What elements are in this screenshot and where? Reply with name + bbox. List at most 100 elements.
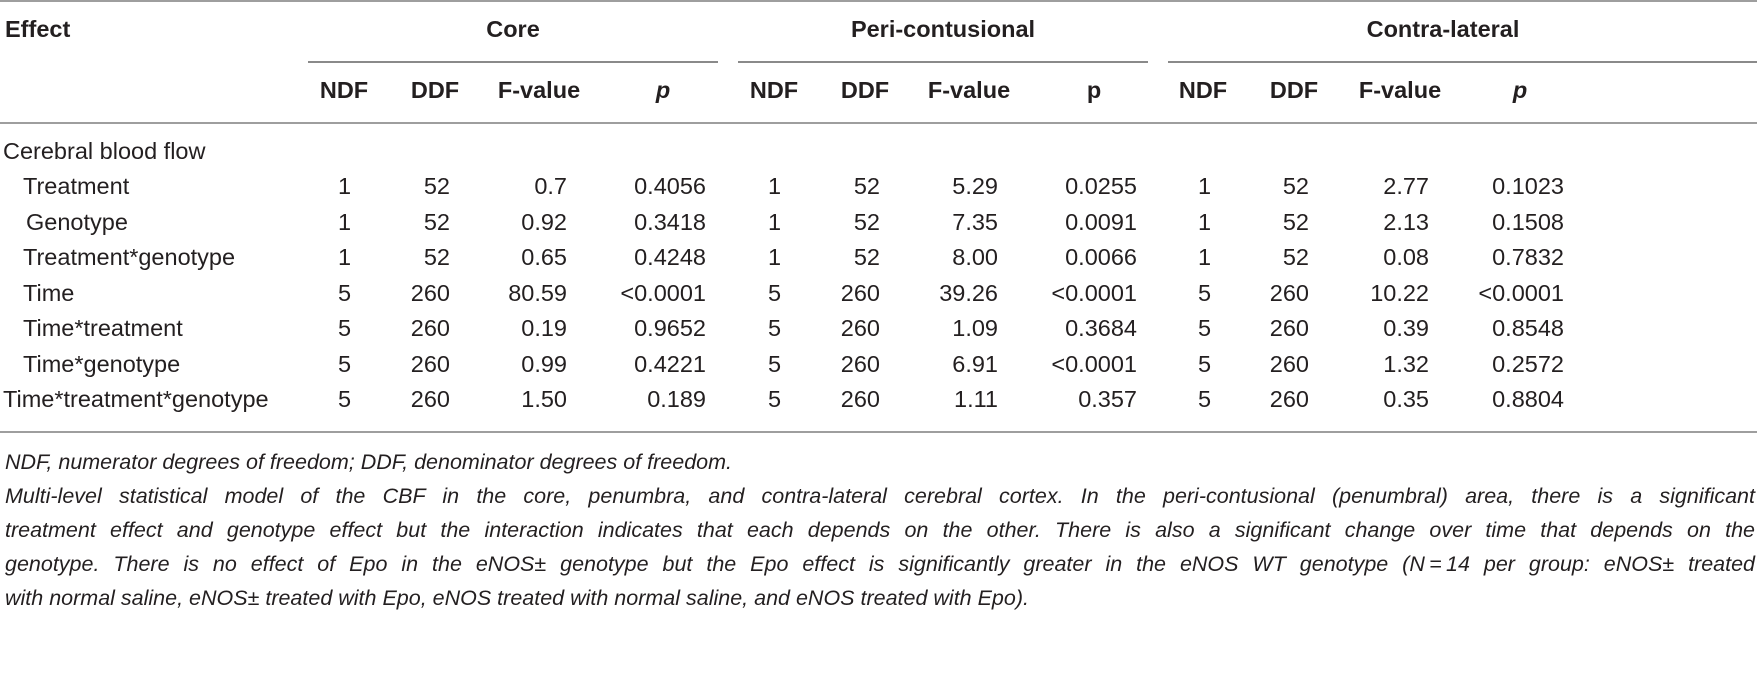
table-cell: 1 [1198,173,1212,199]
table-cell: 0.1508 [1492,208,1564,235]
header-bottom-rule [0,122,1757,124]
table-cell: <0.0001 [1478,279,1564,306]
table-cell: 0.4221 [634,350,706,377]
table-cell: 0.65 [521,244,567,270]
table-cell: 52 [423,173,450,199]
table-cell: 0.0255 [1065,173,1137,199]
table-bottom-rule [0,431,1757,433]
subheader-contra-ndf: NDF [1178,77,1228,103]
table-cell: 52 [1282,208,1309,235]
table-cell: 0.357 [1078,386,1137,412]
subheader-core-ddf: DDF [410,77,460,103]
table-cell: 8.00 [952,244,998,270]
footnote-line-4: with normal saline, eNOS± treated with E… [5,586,1029,610]
table-cell: 260 [1269,279,1309,306]
table-cell: 0.39 [1383,315,1429,341]
table-cell: 5 [338,279,352,306]
subheader-contra-p: p [1512,77,1528,103]
table-cell: 0.92 [521,208,567,235]
row-effect-label: Time*genotype [23,350,181,377]
table-cell: 0.7832 [1492,244,1564,270]
subheader-peri-ndf: NDF [749,77,799,103]
table-cell: 5 [338,315,352,341]
subheader-peri-p: p [1086,77,1102,103]
table-cell: 52 [1282,173,1309,199]
table-cell: 0.35 [1383,386,1429,412]
table-cell: 5 [338,350,352,377]
table-cell: 0.189 [647,386,706,412]
table-cell: <0.0001 [1051,350,1137,377]
table-cell: 0.4056 [634,173,706,199]
table-cell: 260 [1269,350,1309,377]
table-cell: 1 [768,208,782,235]
table-cell: 1 [768,244,782,270]
table-cell: 1 [1198,244,1212,270]
table-cell: 260 [410,350,450,377]
table-cell: 1.32 [1383,350,1429,377]
table-cell: 260 [840,386,880,412]
table-cell: 0.8548 [1492,315,1564,341]
table-cell: 0.4248 [634,244,706,270]
row-effect-label: Time [23,279,75,306]
row-effect-label: Time*treatment*genotype [3,386,269,412]
table-cell: 0.3684 [1065,315,1137,341]
table-cell: 0.3418 [634,208,706,235]
footnote-line-2: treatment effect and genotype effect but… [5,518,1755,542]
table-cell: 1.11 [954,386,998,412]
table-cell: 260 [840,315,880,341]
group-header-contra: Contra-lateral [1366,16,1520,42]
group-header-core: Core [486,16,540,42]
table-cell: 52 [423,244,450,270]
core-group-rule [308,61,718,63]
table-cell: 1 [768,173,782,199]
table-cell: 260 [840,279,880,306]
table-cell: 1 [338,244,352,270]
table-cell: 5 [768,350,782,377]
subheader-peri-fvalue: F-value [927,77,1011,103]
table-cell: 260 [1269,386,1309,412]
section-label: Cerebral blood flow [3,138,206,164]
table-cell: 0.0066 [1065,244,1137,270]
table-cell: 1 [338,208,352,235]
table-cell: 0.2572 [1492,350,1564,377]
table-cell: 52 [853,244,880,270]
table-cell: <0.0001 [1051,279,1137,306]
table-cell: 0.99 [521,350,567,377]
table-top-rule [0,0,1757,2]
table-cell: 0.19 [521,315,567,341]
table-cell: 260 [840,350,880,377]
row-effect-label: Time*treatment [23,315,183,341]
subheader-peri-ddf: DDF [840,77,890,103]
table-cell: 0.0091 [1065,208,1137,235]
table-cell: 80.59 [508,279,567,306]
table-cell: 1 [338,173,352,199]
table-cell: 260 [410,315,450,341]
contra-group-rule [1168,61,1757,63]
table-cell: 5 [768,315,782,341]
table-cell: 0.1023 [1492,173,1564,199]
table-cell: 5 [768,386,782,412]
table-cell: 39.26 [939,279,998,306]
table-cell: 1.50 [521,386,567,412]
table-cell: 5 [768,279,782,306]
subheader-core-p: p [655,77,671,103]
peri-group-rule [738,61,1148,63]
table-cell: <0.0001 [620,279,706,306]
subheader-contra-fvalue: F-value [1358,77,1442,103]
effect-header: Effect [5,16,71,42]
table-cell: 2.77 [1383,173,1429,199]
footnote-line-3: genotype. There is no effect of Epo in t… [5,552,1755,576]
table-cell: 0.8804 [1492,386,1564,412]
footnote-abbreviations: NDF, numerator degrees of freedom; DDF, … [5,450,732,474]
table-cell: 10.22 [1370,279,1429,306]
table-cell: 2.13 [1383,208,1429,235]
table-cell: 0.9652 [634,315,706,341]
subheader-contra-ddf: DDF [1269,77,1319,103]
table-cell: 5 [1198,315,1212,341]
table-cell: 52 [423,208,450,235]
table-cell: 6.91 [952,350,998,377]
footnote-line-1: Multi-level statistical model of the CBF… [5,484,1755,508]
table-cell: 52 [1282,244,1309,270]
table-cell: 0.7 [534,173,567,199]
table-cell: 1.09 [952,315,998,341]
